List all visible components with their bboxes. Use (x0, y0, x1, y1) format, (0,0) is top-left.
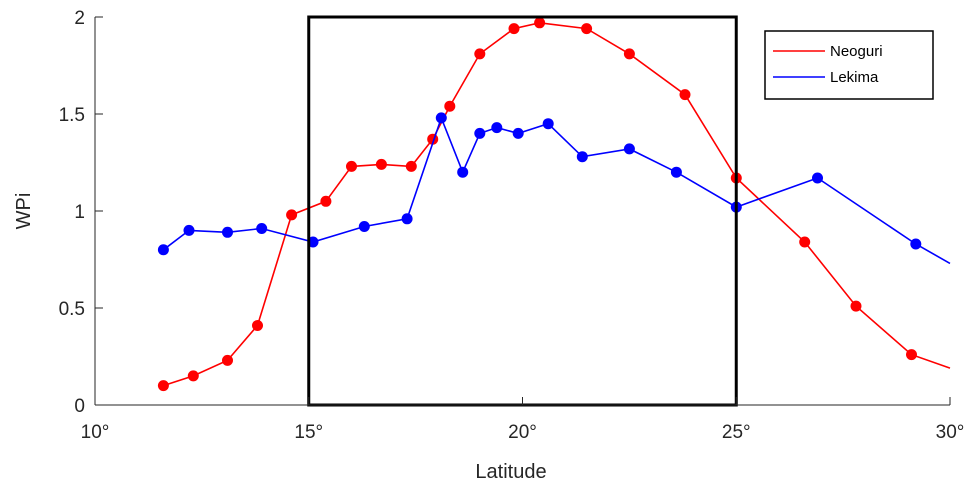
data-point-neoguri (581, 23, 593, 35)
data-point-neoguri (320, 195, 332, 207)
data-point-neoguri (187, 370, 199, 382)
data-point-lekima (812, 172, 823, 184)
y-tick-label: 0.5 (59, 299, 85, 320)
data-point-lekima (183, 224, 195, 236)
x-tick-label: 20° (508, 422, 537, 443)
data-point-lekima (435, 112, 447, 124)
y-tick-label: 0 (74, 396, 85, 417)
series-line-lekima (162, 115, 951, 265)
x-axis-title: Latitude (475, 461, 546, 483)
y-tick-label: 1.5 (59, 105, 85, 126)
data-point-lekima (576, 151, 588, 163)
data-point-neoguri (346, 160, 357, 172)
ticks-layer: 10° 15° 20° 25° 30° 0 0.5 1 1.5 2 (59, 8, 965, 443)
legend-box (764, 30, 934, 100)
data-point-lekima (157, 244, 169, 256)
data-point-neoguri (799, 236, 811, 248)
data-point-neoguri (157, 380, 169, 392)
data-point-lekima (623, 143, 635, 155)
x-tick-label: 10° (81, 422, 110, 443)
data-point-neoguri (679, 89, 691, 101)
data-point-neoguri (405, 160, 417, 172)
data-point-neoguri (375, 158, 387, 170)
data-point-lekima (512, 127, 524, 139)
y-tick-label: 1 (74, 202, 85, 223)
series-lekima (157, 112, 951, 265)
x-tick-label: 25° (722, 422, 751, 443)
legend-label-neoguri: Neoguri (830, 43, 883, 60)
data-point-lekima (401, 213, 413, 225)
data-point-neoguri (534, 17, 546, 29)
data-point-neoguri (508, 23, 520, 35)
data-point-neoguri (850, 300, 862, 312)
x-tick-label: 30° (936, 422, 965, 443)
series-neoguri (157, 17, 951, 392)
legend: Neoguri Lekima (764, 30, 934, 100)
data-point-lekima (256, 223, 268, 234)
series-line-neoguri (163, 21, 951, 387)
data-point-lekima (358, 221, 370, 232)
data-point-lekima (542, 118, 554, 130)
data-point-lekima (670, 166, 682, 178)
data-point-neoguri (252, 320, 263, 331)
data-point-neoguri (222, 354, 233, 366)
data-point-neoguri (623, 48, 635, 60)
data-point-neoguri (906, 349, 917, 361)
y-axis-title: WPi (13, 193, 35, 230)
data-point-lekima (474, 127, 486, 139)
x-tick-label: 15° (294, 422, 323, 443)
legend-label-lekima: Lekima (830, 69, 879, 86)
data-point-lekima (491, 122, 503, 134)
data-point-neoguri (474, 48, 486, 60)
data-point-neoguri (444, 100, 456, 112)
data-point-lekima (222, 226, 233, 238)
series-layer (157, 17, 951, 392)
data-point-lekima (910, 238, 922, 250)
y-tick-label: 2 (74, 8, 85, 29)
data-point-neoguri (286, 209, 298, 221)
data-point-lekima (457, 166, 469, 178)
